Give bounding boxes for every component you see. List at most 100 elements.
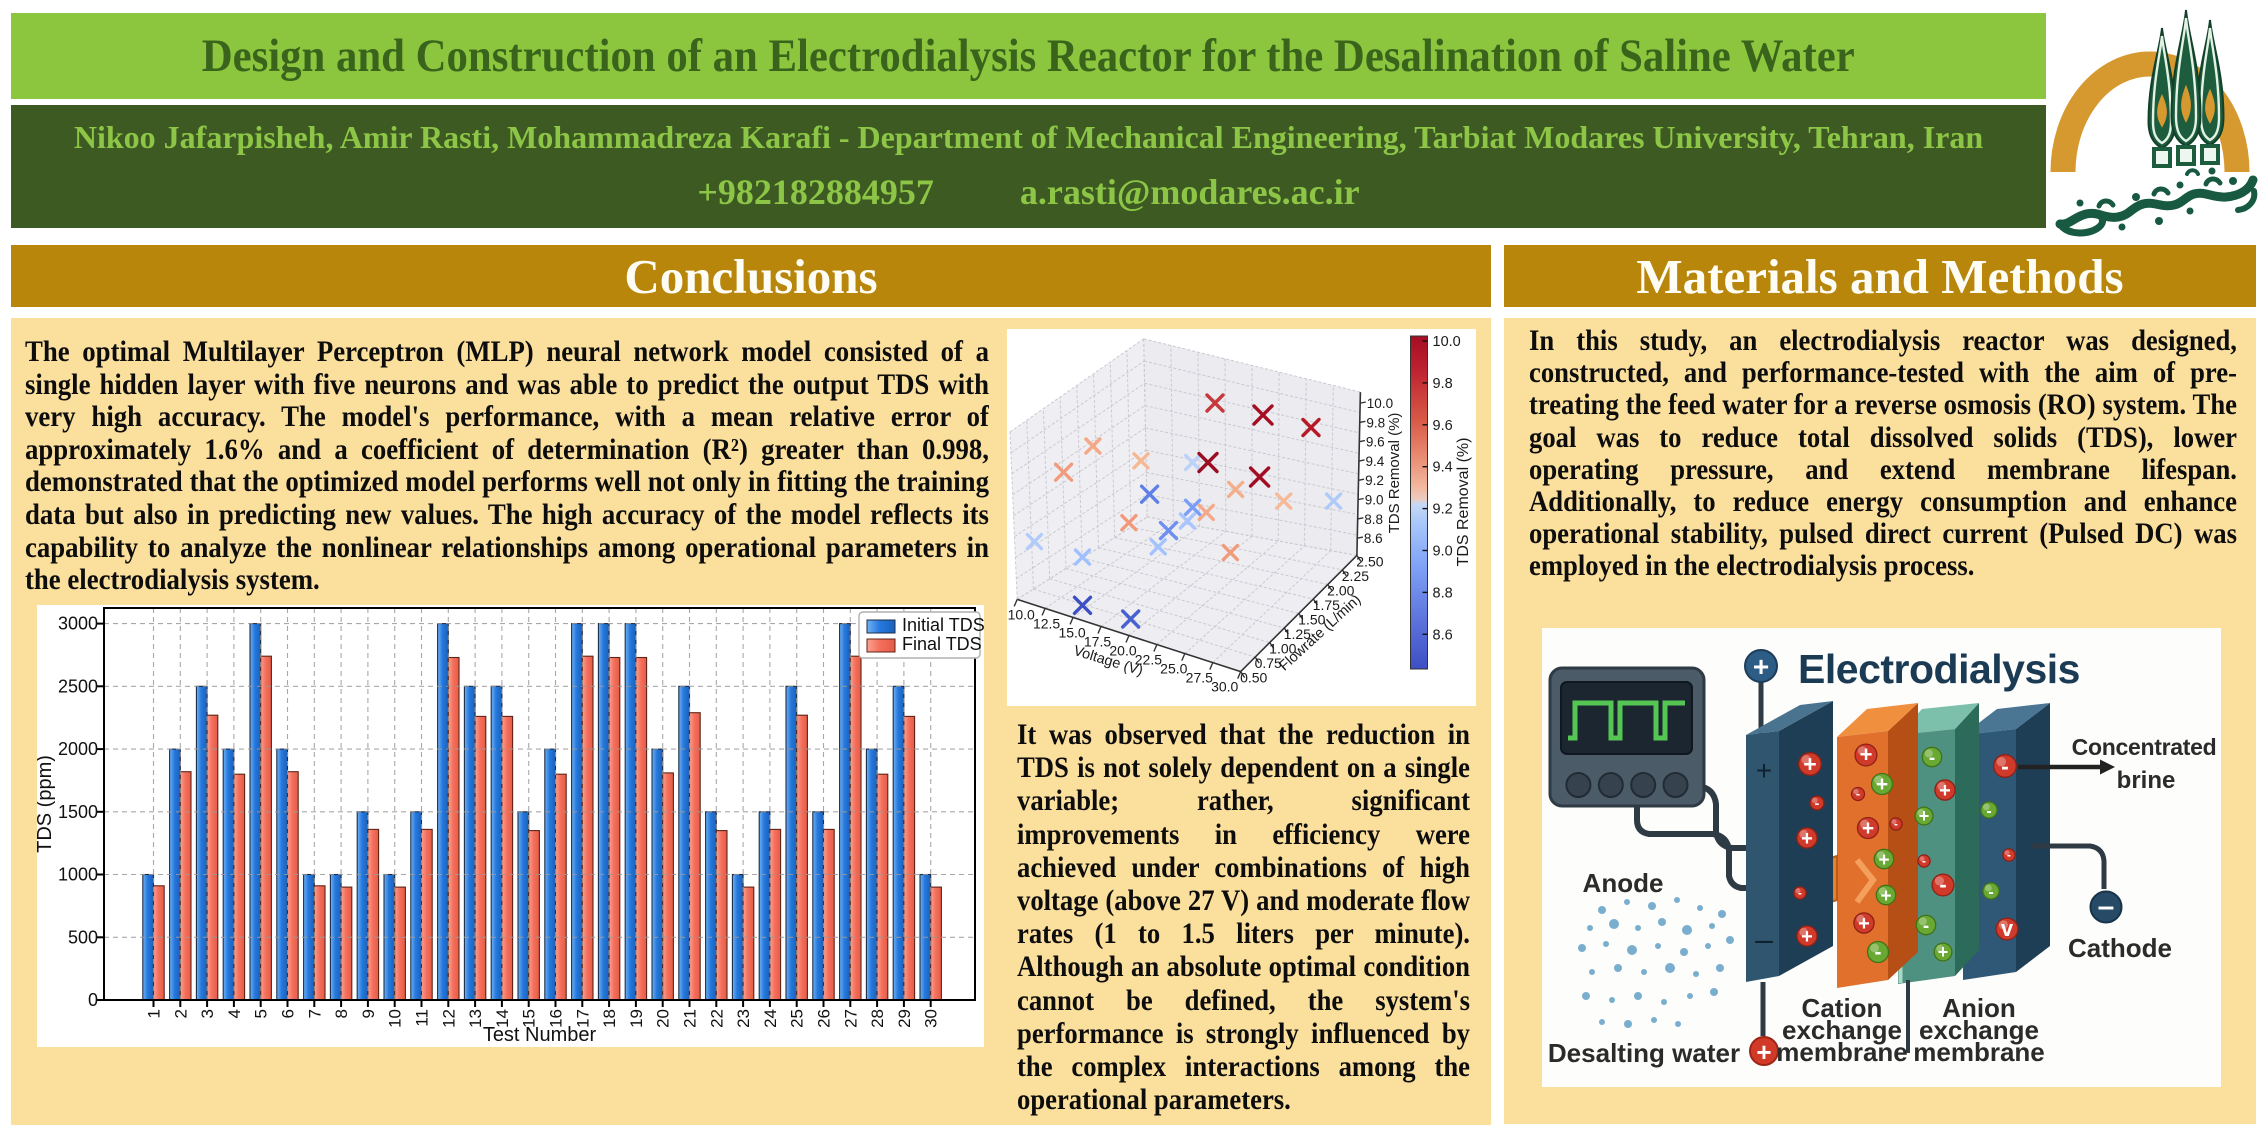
svg-text:17.5: 17.5 (1084, 634, 1111, 650)
svg-text:9.6: 9.6 (1433, 418, 1453, 434)
svg-text:17: 17 (573, 1009, 592, 1028)
svg-text:Cation: Cation (1802, 993, 1883, 1023)
svg-text:+: + (1939, 780, 1951, 802)
svg-text:1.00: 1.00 (1269, 641, 1296, 657)
svg-text:brine: brine (2117, 767, 2176, 794)
svg-text:16: 16 (547, 1009, 566, 1028)
svg-text:-: - (1988, 884, 1993, 901)
svg-text:2500: 2500 (58, 676, 98, 696)
svg-text:22.5: 22.5 (1135, 652, 1162, 668)
svg-text:1.75: 1.75 (1313, 597, 1340, 613)
svg-text:5: 5 (252, 1009, 271, 1018)
svg-text:20.0: 20.0 (1109, 643, 1136, 659)
svg-text:+: + (1756, 755, 1772, 786)
svg-text:Initial TDS: Initial TDS (902, 615, 984, 635)
svg-text:-: - (1923, 916, 1929, 937)
svg-text:1.25: 1.25 (1284, 626, 1311, 642)
svg-text:+: + (1801, 926, 1813, 948)
svg-text:2.25: 2.25 (1342, 568, 1369, 584)
svg-text:9: 9 (359, 1009, 378, 1018)
svg-text:+: + (1860, 742, 1873, 767)
svg-text:exchange: exchange (1919, 1015, 2039, 1045)
svg-text:0: 0 (88, 990, 98, 1010)
svg-text:10.0: 10.0 (1433, 334, 1461, 350)
svg-text:–: – (1755, 921, 1773, 957)
svg-text:24: 24 (761, 1009, 780, 1028)
svg-text:membrane: membrane (1913, 1037, 2045, 1067)
svg-text:-: - (1856, 786, 1860, 801)
svg-text:-: - (1875, 941, 1882, 964)
svg-text:Desalting water: Desalting water (1548, 1038, 1740, 1068)
svg-text:8: 8 (332, 1009, 351, 1018)
svg-text:3000: 3000 (58, 614, 98, 634)
svg-text:TDS (ppm): TDS (ppm) (37, 755, 56, 853)
svg-text:9.4: 9.4 (1433, 460, 1453, 476)
svg-text:18: 18 (600, 1009, 619, 1028)
svg-text:9.2: 9.2 (1365, 473, 1384, 488)
svg-text:26: 26 (815, 1009, 834, 1028)
svg-text:27.5: 27.5 (1186, 670, 1213, 686)
svg-text:+: + (1880, 886, 1891, 907)
svg-text:Anion: Anion (1942, 993, 2016, 1023)
svg-text:25.0: 25.0 (1160, 661, 1187, 677)
svg-text:10.0: 10.0 (1367, 396, 1393, 411)
svg-text:30.0: 30.0 (1211, 679, 1238, 695)
svg-text:Cathode: Cathode (2068, 933, 2172, 963)
svg-text:membrane: membrane (1776, 1037, 1908, 1067)
svg-text:9.8: 9.8 (1366, 415, 1385, 430)
svg-text:-: - (1922, 854, 1926, 868)
svg-text:2: 2 (171, 1009, 190, 1018)
svg-text:8.8: 8.8 (1433, 585, 1453, 601)
svg-text:3: 3 (198, 1009, 217, 1018)
svg-text:1: 1 (145, 1009, 164, 1018)
svg-text:–: – (2098, 890, 2115, 923)
svg-text:20: 20 (654, 1009, 673, 1028)
svg-text:0.50: 0.50 (1240, 670, 1267, 686)
svg-text:12: 12 (439, 1009, 458, 1028)
svg-text:6: 6 (279, 1009, 298, 1018)
svg-text:-: - (1939, 872, 1946, 897)
svg-text:27: 27 (841, 1009, 860, 1028)
svg-text:4: 4 (225, 1009, 244, 1018)
svg-text:9.8: 9.8 (1433, 376, 1453, 392)
svg-text:14: 14 (493, 1009, 512, 1028)
svg-text:-: - (2007, 848, 2011, 862)
svg-text:1.50: 1.50 (1298, 612, 1325, 628)
svg-text:25: 25 (788, 1009, 807, 1028)
svg-text:Final TDS: Final TDS (902, 634, 982, 654)
svg-text:9.0: 9.0 (1433, 544, 1453, 560)
svg-text:13: 13 (466, 1009, 485, 1028)
svg-text:exchange: exchange (1782, 1015, 1902, 1045)
svg-text:+: + (1919, 806, 1930, 826)
svg-text:+: + (1753, 651, 1769, 682)
svg-text:TDS Removal (%): TDS Removal (%) (1455, 438, 1472, 567)
svg-text:+: + (1756, 1037, 1771, 1067)
svg-text:500: 500 (68, 927, 98, 947)
svg-text:Test Number: Test Number (483, 1024, 597, 1046)
svg-text:8.6: 8.6 (1433, 627, 1453, 643)
svg-text:-: - (1798, 886, 1802, 900)
svg-text:15: 15 (520, 1009, 539, 1028)
svg-text:Concentrated: Concentrated (2072, 734, 2217, 760)
svg-text:7: 7 (305, 1009, 324, 1018)
svg-text:9.4: 9.4 (1366, 454, 1385, 469)
svg-text:-: - (2001, 753, 2009, 779)
svg-text:21: 21 (681, 1009, 700, 1028)
svg-text:+: + (1862, 817, 1874, 840)
svg-text:9.0: 9.0 (1365, 493, 1384, 508)
svg-text:2.50: 2.50 (1356, 553, 1383, 569)
svg-text:23: 23 (734, 1009, 753, 1028)
svg-text:2.00: 2.00 (1327, 583, 1354, 599)
svg-text:-: - (1929, 748, 1935, 769)
svg-text:Anode: Anode (1583, 868, 1664, 898)
svg-text:+: + (1803, 751, 1816, 777)
svg-text:8.8: 8.8 (1364, 512, 1383, 527)
svg-text:+: + (1938, 942, 1949, 962)
svg-text:1500: 1500 (58, 802, 98, 822)
svg-text:-: - (1894, 817, 1898, 831)
svg-text:v: v (2001, 916, 2014, 941)
svg-text:2000: 2000 (58, 739, 98, 759)
svg-text:10.0: 10.0 (1008, 606, 1035, 622)
svg-text:0.75: 0.75 (1255, 655, 1282, 671)
svg-text:9.6: 9.6 (1366, 435, 1385, 450)
